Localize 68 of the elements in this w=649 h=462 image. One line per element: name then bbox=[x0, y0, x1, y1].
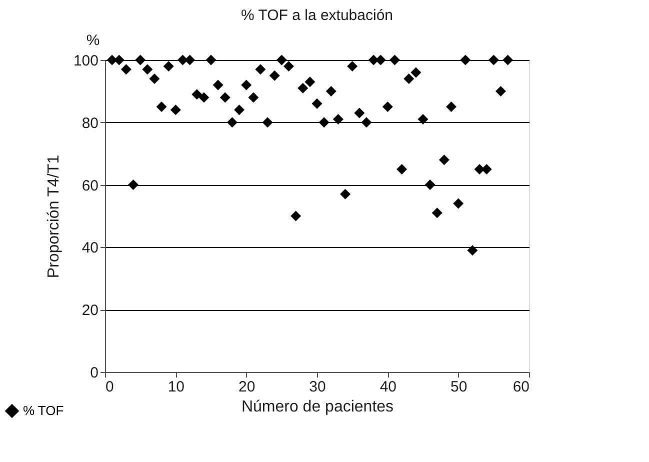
point bbox=[318, 117, 330, 128]
point bbox=[135, 54, 146, 66]
point bbox=[220, 92, 230, 103]
x-tick-label: 60 bbox=[512, 378, 530, 396]
x-tick-label: 30 bbox=[309, 378, 326, 396]
point bbox=[226, 117, 238, 128]
point bbox=[354, 108, 365, 118]
point bbox=[184, 54, 196, 66]
point bbox=[312, 98, 322, 109]
text: % bbox=[86, 32, 100, 49]
point bbox=[404, 73, 414, 84]
point bbox=[283, 60, 294, 72]
point bbox=[290, 210, 302, 222]
x-tick-label: 0 bbox=[106, 378, 114, 396]
x-tick-label: 20 bbox=[238, 378, 256, 396]
point bbox=[276, 54, 287, 66]
point bbox=[234, 104, 245, 116]
y-tick-label: 80 bbox=[82, 114, 98, 132]
point bbox=[149, 73, 160, 84]
point bbox=[382, 102, 393, 112]
point bbox=[502, 54, 514, 66]
point bbox=[495, 86, 506, 96]
point bbox=[467, 245, 478, 256]
legend-label: % TOF bbox=[23, 403, 64, 418]
point bbox=[142, 64, 153, 75]
point bbox=[248, 92, 259, 103]
y-tick-label: 60 bbox=[82, 177, 98, 194]
x-axis-title: Número de pacientes bbox=[241, 398, 394, 416]
point bbox=[453, 198, 464, 209]
point bbox=[298, 82, 308, 94]
point bbox=[347, 60, 358, 72]
point bbox=[460, 54, 471, 66]
point bbox=[156, 102, 167, 112]
point bbox=[170, 104, 181, 116]
point bbox=[432, 208, 442, 218]
y-tick-label: 0 bbox=[90, 364, 98, 382]
x-tick-label: 50 bbox=[450, 378, 468, 396]
point bbox=[396, 164, 408, 174]
point bbox=[340, 188, 351, 200]
y-axis-title: Proporción T4/T1 bbox=[45, 154, 62, 278]
point bbox=[128, 180, 139, 190]
point bbox=[332, 114, 344, 125]
point bbox=[389, 54, 400, 66]
chart-title: % TOF a la extubación bbox=[240, 7, 394, 24]
point bbox=[488, 54, 499, 66]
point bbox=[212, 80, 224, 90]
y-tick-label: 20 bbox=[82, 302, 98, 320]
point bbox=[424, 180, 436, 190]
point bbox=[326, 86, 336, 96]
x-tick-label: 40 bbox=[380, 378, 397, 396]
point bbox=[269, 70, 280, 81]
point bbox=[262, 117, 273, 128]
point bbox=[361, 117, 372, 128]
point bbox=[418, 114, 428, 125]
point bbox=[192, 89, 202, 100]
y-tick-label: 100 bbox=[73, 52, 98, 70]
y-tick-label: 40 bbox=[82, 240, 98, 257]
x-tick-label: 10 bbox=[168, 378, 185, 396]
point bbox=[198, 92, 210, 103]
point bbox=[241, 80, 252, 90]
point bbox=[255, 64, 266, 75]
point bbox=[206, 54, 216, 66]
point bbox=[120, 64, 132, 75]
point bbox=[163, 60, 174, 72]
point bbox=[438, 154, 450, 166]
point bbox=[304, 76, 316, 88]
point bbox=[410, 67, 422, 78]
point bbox=[446, 102, 457, 112]
